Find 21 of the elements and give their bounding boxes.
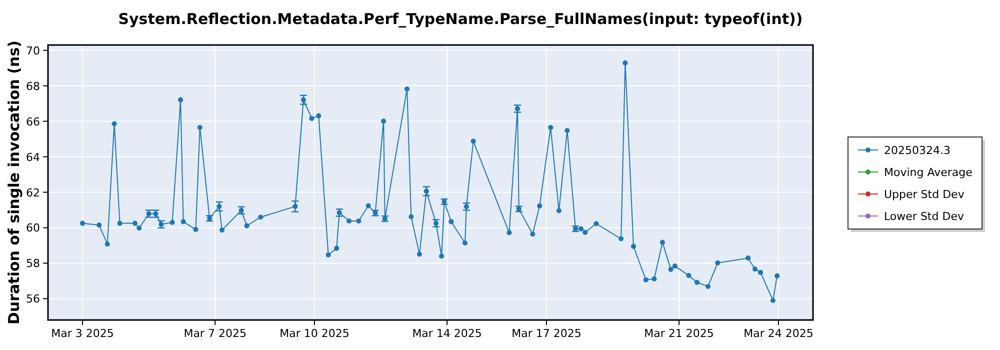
y-tick-label: 58 [26,257,40,270]
legend-label: Upper Std Dev [884,188,965,201]
y-axis-title: Duration of single invocation (ns) [5,40,23,324]
x-tick-label: Mar 17 2025 [512,327,582,340]
y-tick-label: 56 [26,292,40,306]
legend-label: Moving Average [884,166,973,179]
y-tick-label: 66 [26,115,40,128]
y-tick-label: 62 [26,186,40,200]
y-tick-label: 68 [26,80,40,93]
y-tick-label: 64 [26,150,40,164]
x-tick-label: Mar 7 2025 [184,327,246,340]
legend-label: 20250324.3 [884,144,950,157]
legend-label: Lower Std Dev [884,210,964,223]
y-tick-label: 70 [26,44,40,58]
x-tick-label: Mar 21 2025 [644,327,714,340]
x-tick-label: Mar 3 2025 [51,327,114,340]
chart-title: System.Reflection.Metadata.Perf_TypeName.Parse_FullNames(input: typeof(int)) [118,10,803,28]
x-tick-label: Mar 10 2025 [280,327,350,340]
y-tick-label: 60 [26,222,40,235]
x-tick-label: Mar 24 2025 [744,327,814,340]
x-tick-label: Mar 14 2025 [412,327,482,340]
